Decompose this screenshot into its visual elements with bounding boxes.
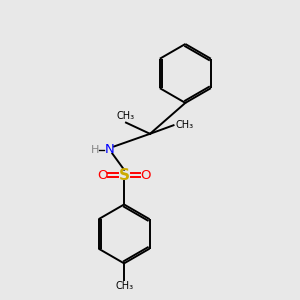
Text: O: O	[98, 169, 108, 182]
Text: S: S	[118, 167, 130, 182]
Text: CH₃: CH₃	[176, 120, 194, 130]
Text: CH₃: CH₃	[115, 281, 133, 291]
Text: CH₃: CH₃	[117, 111, 135, 121]
Text: O: O	[140, 169, 151, 182]
Text: N: N	[105, 143, 115, 157]
Text: H: H	[91, 145, 99, 155]
